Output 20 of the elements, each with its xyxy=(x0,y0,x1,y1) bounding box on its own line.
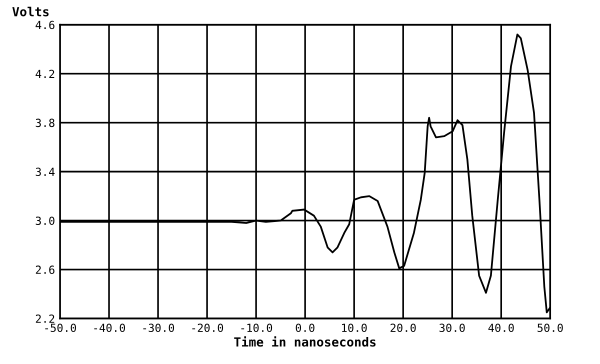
x-tick-label: -10.0 xyxy=(241,324,272,332)
x-tick-label: 50.0 xyxy=(538,324,563,332)
x-axis-title: Time in nanoseconds xyxy=(234,336,376,347)
x-tick-label: 30.0 xyxy=(440,324,465,332)
y-tick-label: 4.6 xyxy=(36,20,54,30)
x-tick-label: 0.0 xyxy=(296,324,314,332)
y-axis-title: Volts xyxy=(12,6,49,16)
x-tick-label: -40.0 xyxy=(94,324,126,332)
x-tick-label: 20.0 xyxy=(390,324,416,332)
y-tick-label: 2.6 xyxy=(36,266,54,274)
x-tick-label: -20.0 xyxy=(192,324,224,332)
y-tick-label: 3.4 xyxy=(36,168,55,176)
x-tick-label: 10.0 xyxy=(342,324,367,332)
y-tick-label: 4.2 xyxy=(36,70,54,78)
x-tick-label: -50.0 xyxy=(45,324,76,332)
x-tick-label: 40.0 xyxy=(488,324,514,332)
y-tick-label: 2.2 xyxy=(36,314,54,323)
y-tick-label: 3.8 xyxy=(36,118,54,128)
y-tick-label: 3.0 xyxy=(36,216,54,225)
x-tick-label: -30.0 xyxy=(143,324,174,332)
